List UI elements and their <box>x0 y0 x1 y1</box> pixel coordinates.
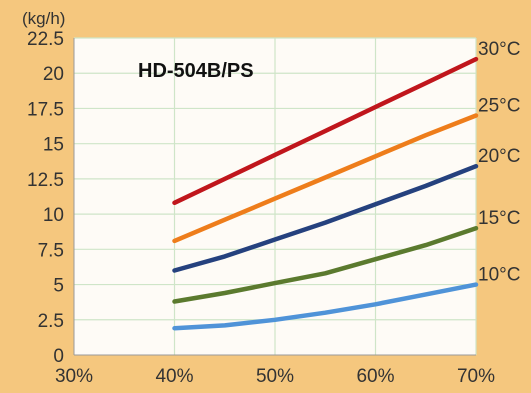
x-tick-label: 30% <box>55 366 93 387</box>
y-tick-label: 12.5 <box>27 170 64 191</box>
series-line-20c <box>172 163 479 273</box>
y-tick-label: 20 <box>43 64 64 85</box>
x-tick-label: 50% <box>256 366 294 387</box>
series-label: 15°C <box>478 208 520 229</box>
x-tick-label: 60% <box>356 366 394 387</box>
y-tick-label: 10 <box>43 205 64 226</box>
series-line-30c <box>172 56 479 206</box>
chart-title: HD-504B/PS <box>138 60 254 82</box>
x-tick-label: 40% <box>155 366 193 387</box>
series-line-15c <box>172 225 479 304</box>
y-tick-label: 2.5 <box>38 311 64 332</box>
series-label: 20°C <box>478 146 520 167</box>
y-axis-label: (kg/h) <box>22 9 65 28</box>
y-tick-label: 15 <box>43 135 64 156</box>
series-label: 10°C <box>478 265 520 286</box>
series-line-25c <box>172 113 479 244</box>
series-line-10c <box>172 282 479 331</box>
y-tick-label: 22.5 <box>27 29 64 50</box>
series-label: 30°C <box>478 39 520 60</box>
y-tick-label: 7.5 <box>38 240 64 261</box>
y-tick-label: 5 <box>53 276 64 297</box>
x-tick-label: 70% <box>457 366 495 387</box>
y-tick-label: 17.5 <box>27 99 64 120</box>
y-tick-label: 0 <box>53 346 64 367</box>
series-label: 25°C <box>478 95 520 116</box>
